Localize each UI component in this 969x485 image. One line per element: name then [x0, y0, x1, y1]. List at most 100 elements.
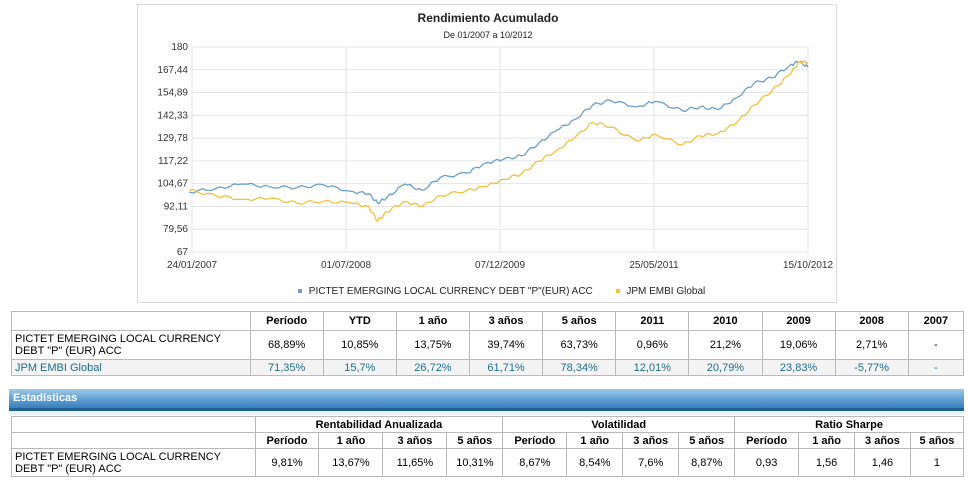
table-row-stats-fund: PICTET EMERGING LOCAL CURRENCY DEBT "P" …: [11, 448, 965, 477]
header-5-anos: 5 años: [542, 311, 617, 331]
header-2010: 2010: [688, 311, 763, 331]
header-ytd: YTD: [322, 311, 397, 331]
legend-swatch-benchmark: [615, 289, 620, 294]
benchmark-value: 61,71%: [468, 359, 544, 376]
subheader: 1 año: [318, 432, 384, 449]
group-rentabilidad: Rentabilidad Anualizada: [254, 416, 504, 433]
y-tick-label: 67: [177, 247, 189, 258]
subheader: 1 año: [798, 432, 856, 449]
chart-legend: PICTET EMERGING LOCAL CURRENCY DEBT "P"(…: [298, 286, 725, 297]
benchmark-value: -: [907, 359, 965, 376]
table-row-fund: PICTET EMERGING LOCAL CURRENCY DEBT "P" …: [11, 330, 965, 360]
fund-value: 13,75%: [395, 330, 471, 360]
subheader: Período: [502, 432, 568, 449]
x-tick-label: 24/01/2007: [167, 260, 217, 271]
stats-value: 1,56: [798, 448, 856, 477]
table-row-benchmark: JPM EMBI Global 71,35% 15,7% 26,72% 61,7…: [11, 359, 965, 376]
benchmark-value: 71,35%: [249, 359, 324, 376]
benchmark-value: 12,01%: [615, 359, 690, 376]
subheader: 3 años: [382, 432, 448, 449]
performance-header-row: Período YTD 1 año 3 años 5 años 2011 201…: [11, 311, 965, 331]
y-tick-label: 180: [171, 42, 188, 53]
fund-value: 19,06%: [761, 330, 836, 360]
benchmark-value: 26,72%: [395, 359, 471, 376]
x-tick-label: 01/07/2008: [321, 260, 371, 271]
fund-value: 2,71%: [834, 330, 909, 360]
stats-title: Estadísticas: [13, 392, 78, 404]
fund-value: 39,74%: [468, 330, 544, 360]
stats-value: 11,65%: [382, 448, 448, 477]
stats-value: 8,54%: [566, 448, 624, 477]
fund-value: 68,89%: [249, 330, 324, 360]
subheader: 5 años: [909, 432, 965, 449]
legend-label-fund: PICTET EMERGING LOCAL CURRENCY DEBT "P"(…: [308, 286, 593, 297]
stats-value: 8,67%: [502, 448, 568, 477]
y-tick-label: 129,78: [157, 133, 188, 144]
header-1-ano: 1 año: [395, 311, 471, 331]
subheader: 1 año: [566, 432, 624, 449]
series-line-fund: [189, 60, 809, 205]
performance-table: Período YTD 1 año 3 años 5 años 2011 201…: [11, 311, 965, 376]
benchmark-value: 23,83%: [761, 359, 836, 376]
stats-value: 9,81%: [254, 448, 320, 477]
y-tick-label: 142,33: [157, 110, 188, 121]
subheader: 3 años: [622, 432, 680, 449]
x-tick-label: 15/10/2012: [783, 260, 833, 271]
subheader: 5 años: [446, 432, 504, 449]
subheader: Período: [734, 432, 800, 449]
line-chart: 180 167,44 154,89 142,33 129,78 117,22 104,67 9…: [157, 42, 833, 271]
fund-value: 63,73%: [542, 330, 617, 360]
header-2007: 2007: [907, 311, 965, 331]
fund-value: 0,96%: [615, 330, 690, 360]
series-line-benchmark: [189, 60, 809, 223]
subheader: Período: [254, 432, 320, 449]
stats-subheader-row: Período 1 año 3 años 5 años Período 1 añ…: [11, 432, 965, 449]
x-tick-label: 25/05/2011: [629, 260, 679, 271]
stats-value: 10,31%: [446, 448, 504, 477]
stats-value: 13,67%: [318, 448, 384, 477]
corner-cell: [11, 416, 256, 433]
fund-value: 10,85%: [322, 330, 397, 360]
corner-cell: [11, 311, 251, 331]
header-3-anos: 3 años: [468, 311, 544, 331]
y-tick-label: 92,11: [164, 201, 189, 212]
legend-item-fund[interactable]: PICTET EMERGING LOCAL CURRENCY DEBT "P"(…: [298, 286, 593, 297]
stats-value: 1: [909, 448, 965, 477]
benchmark-name: JPM EMBI Global: [11, 359, 251, 376]
subheader: 5 años: [678, 432, 736, 449]
group-sharpe: Ratio Sharpe: [734, 416, 964, 433]
subheader: 3 años: [854, 432, 911, 449]
stats-value: 0,93: [734, 448, 800, 477]
y-tick-label: 167,44: [157, 65, 188, 76]
fund-value: -: [907, 330, 965, 360]
header-2009: 2009: [761, 311, 836, 331]
stats-table: Rentabilidad Anualizada Volatilidad Rati…: [11, 416, 965, 477]
y-tick-label: 154,89: [157, 88, 188, 99]
stats-value: 8,87%: [678, 448, 736, 477]
benchmark-value: 20,79%: [688, 359, 763, 376]
benchmark-value: -5,77%: [834, 359, 909, 376]
legend-item-benchmark[interactable]: JPM EMBI Global: [615, 286, 706, 297]
header-periodo: Período: [249, 311, 324, 331]
header-2011: 2011: [615, 311, 690, 331]
benchmark-value: 78,34%: [542, 359, 617, 376]
benchmark-value: 15,7%: [322, 359, 397, 376]
corner-cell: [11, 432, 256, 449]
chart-panel: Rendimiento Acumulado De 01/2007 a 10/20…: [137, 4, 837, 303]
fund-value: 21,2%: [688, 330, 763, 360]
stats-section-header: Estadísticas: [9, 389, 964, 411]
legend-swatch-fund: [298, 289, 302, 294]
legend-label-benchmark: JPM EMBI Global: [626, 286, 706, 297]
fund-name: PICTET EMERGING LOCAL CURRENCY DEBT "P" …: [11, 330, 251, 360]
header-2008: 2008: [834, 311, 909, 331]
group-volatilidad: Volatilidad: [502, 416, 736, 433]
chart-title: Rendimiento Acumulado: [417, 11, 559, 25]
x-tick-label: 07/12/2009: [475, 260, 525, 271]
stats-value: 1,46: [854, 448, 911, 477]
y-tick-label: 117,22: [158, 156, 188, 167]
stats-divider: [9, 411, 964, 415]
y-tick-label: 104,67: [157, 179, 188, 190]
chart-subtitle: De 01/2007 a 10/2012: [443, 30, 533, 40]
stats-fund-name: PICTET EMERGING LOCAL CURRENCY DEBT "P" …: [11, 448, 256, 477]
stats-value: 7,6%: [622, 448, 680, 477]
